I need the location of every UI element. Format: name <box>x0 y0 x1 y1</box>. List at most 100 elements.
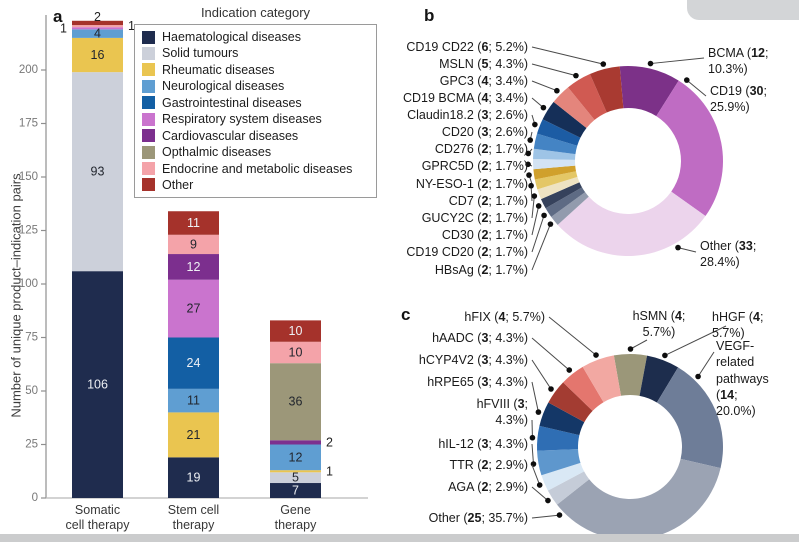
donut-label-other: Other (33; 28.4%) <box>700 239 757 270</box>
bar-segment-somatic-cell-therapy-other <box>72 20 123 26</box>
bar-segment-gene-therapy-haematological-diseases <box>270 483 321 498</box>
bar-value-label: 10 <box>289 345 303 359</box>
donut-label-cd19-cd22: CD19 CD22 (6; 5.2%) <box>406 40 528 54</box>
donut-label-other: Other (25; 35.7%) <box>428 511 528 525</box>
bar-segment-somatic-cell-therapy-endocrine-and-metabolic-diseases <box>72 25 123 28</box>
donut-label-vegf-related-pathways: VEGF-related pathways (14; 20.0%) <box>716 339 769 418</box>
bar-segment-gene-therapy-rheumatic-diseases <box>270 470 321 473</box>
legend-item-other: Other <box>142 178 369 192</box>
label-leader-line <box>531 63 577 77</box>
x-category-label: Somatic <box>75 503 120 517</box>
label-leader-line <box>531 514 560 519</box>
panel-b-letter: b <box>424 6 435 25</box>
donut-label-cd19-bcma: CD19 BCMA (4; 3.4%) <box>402 91 528 105</box>
donut-label-ttr: TTR (2; 2.9%) <box>449 458 529 472</box>
bar-segment-somatic-cell-therapy-respiratory-system-diseases <box>72 27 123 30</box>
donut-label-hsmn: hSMN (4; 5.7%) <box>632 309 686 340</box>
donut-slice-gprc5d <box>533 158 576 170</box>
bar-segment-stem-cell-therapy-cardiovascular-diseases <box>168 254 219 280</box>
donut-slice-hsmn <box>613 354 648 396</box>
bar-value-label: 19 <box>187 471 201 485</box>
label-leader-line <box>531 195 535 219</box>
donut-slice-msln <box>568 73 607 120</box>
label-leader-line <box>531 223 551 271</box>
label-leader-line <box>697 351 715 377</box>
x-category-label: Gene <box>280 503 311 517</box>
bar-segment-somatic-cell-therapy-haematological-diseases <box>72 271 123 498</box>
legend-box: Haematological diseases Solid tumours Rheu… <box>134 24 377 198</box>
bar-segment-gene-therapy-opthalmic-diseases <box>270 363 321 441</box>
donut-c-labels: hFIX (4; 5.7%) hSMN (4; 5.7%) hHGF (4; 5.7… <box>400 300 799 542</box>
donut-slice-hfviii <box>537 425 580 451</box>
donut-label-bcma: BCMA (12; 10.3%) <box>708 46 769 77</box>
label-leader-line <box>531 80 558 92</box>
bar-value-label: 1 <box>60 21 67 35</box>
legend-item-respiratory-system-diseases: Respiratory system diseases <box>142 112 369 126</box>
label-dot <box>675 244 681 251</box>
label-dot <box>525 150 532 157</box>
donut-label-cd19-cd20: CD19 CD20 (2; 1.7%) <box>406 245 528 259</box>
donut-label-hrpe65: hRPE65 (3; 4.3%) <box>427 375 528 389</box>
donut-panel-c: hFIX (4; 5.7%) hSMN (4; 5.7%) hHGF (4; 5.7… <box>400 300 799 542</box>
label-dot <box>531 193 538 199</box>
label-leader-line <box>531 359 552 390</box>
donut-slice-hrpe65 <box>539 402 585 436</box>
donut-slice-cd7 <box>534 171 578 190</box>
bar-value-label: 27 <box>187 302 201 316</box>
bar-value-label: 12 <box>289 450 303 464</box>
legend-label: Opthalmic diseases <box>162 145 272 160</box>
legend-label: Gastrointestinal diseases <box>162 95 302 110</box>
donut-label-cd276: CD276 (2; 1.7%) <box>434 142 528 156</box>
donut-slice-cd19 <box>656 80 723 216</box>
label-dot <box>545 497 551 504</box>
donut-label-msln: MSLN (5; 4.3%) <box>439 57 528 71</box>
bar-segment-somatic-cell-therapy-neurological-diseases <box>72 29 123 38</box>
bar-value-label: 24 <box>187 356 201 370</box>
bar-value-label: 7 <box>292 484 299 498</box>
page-corner-background <box>687 0 799 20</box>
bar-value-label: 11 <box>187 394 200 408</box>
bar-value-label: 1 <box>326 464 333 478</box>
panel-a-letter: a <box>53 7 63 26</box>
label-dot <box>536 482 543 488</box>
donut-slice-haadc <box>563 366 604 411</box>
donut-slice-cd19-bcma <box>542 101 587 138</box>
label-leader-line <box>664 325 727 356</box>
label-dot <box>548 386 554 392</box>
donut-slice-gucy2c <box>537 176 580 200</box>
legend-item-haematological-diseases: Haematological diseases <box>142 30 369 44</box>
bar-value-label: 36 <box>289 395 303 409</box>
donut-label-ny-eso-1: NY-ESO-1 (2; 1.7%) <box>415 177 528 191</box>
label-leader-line <box>548 316 597 356</box>
legend-swatch <box>142 112 155 126</box>
donut-slice-cd19-cd20 <box>545 187 586 217</box>
donut-slice-claudin18-2 <box>537 119 581 146</box>
donut-slice-hil-12 <box>537 449 581 476</box>
panel-c-letter: c <box>401 305 411 324</box>
legend-swatch <box>142 162 155 175</box>
donut-panel-b: CD19 CD22 (6; 5.2%) MSLN (5; 4.3%) GPC3 (4… <box>400 0 799 300</box>
label-leader-line <box>531 464 541 486</box>
y-tick-label: 175 <box>19 118 38 130</box>
y-tick-label: 125 <box>19 225 38 237</box>
legend-item-neurological-diseases: Neurological diseases <box>142 79 369 93</box>
donut-label-cd19: CD19 (30; 25.9%) <box>710 84 767 115</box>
donut-slice-cd276 <box>533 148 576 160</box>
bar-value-label: 106 <box>87 378 108 392</box>
bar-value-label: 21 <box>187 428 201 442</box>
donut-label-hbsag: HBsAg (2; 1.7%) <box>434 263 528 277</box>
y-tick-label: 0 <box>32 492 38 504</box>
legend-item-solid-tumours: Solid tumours <box>142 46 369 60</box>
y-tick-label: 25 <box>25 439 38 451</box>
bar-value-label: 2 <box>326 435 333 449</box>
donut-slice-ttr <box>541 462 585 491</box>
donut-slice-ny-eso-1 <box>533 165 577 180</box>
bar-segment-stem-cell-therapy-haematological-diseases <box>168 457 219 498</box>
label-leader-line <box>531 215 545 253</box>
bar-value-label: 93 <box>91 165 105 179</box>
donut-slice-bcma <box>619 66 679 117</box>
donut-slice-cd30 <box>540 182 583 209</box>
legend-label: Neurological diseases <box>162 79 285 94</box>
